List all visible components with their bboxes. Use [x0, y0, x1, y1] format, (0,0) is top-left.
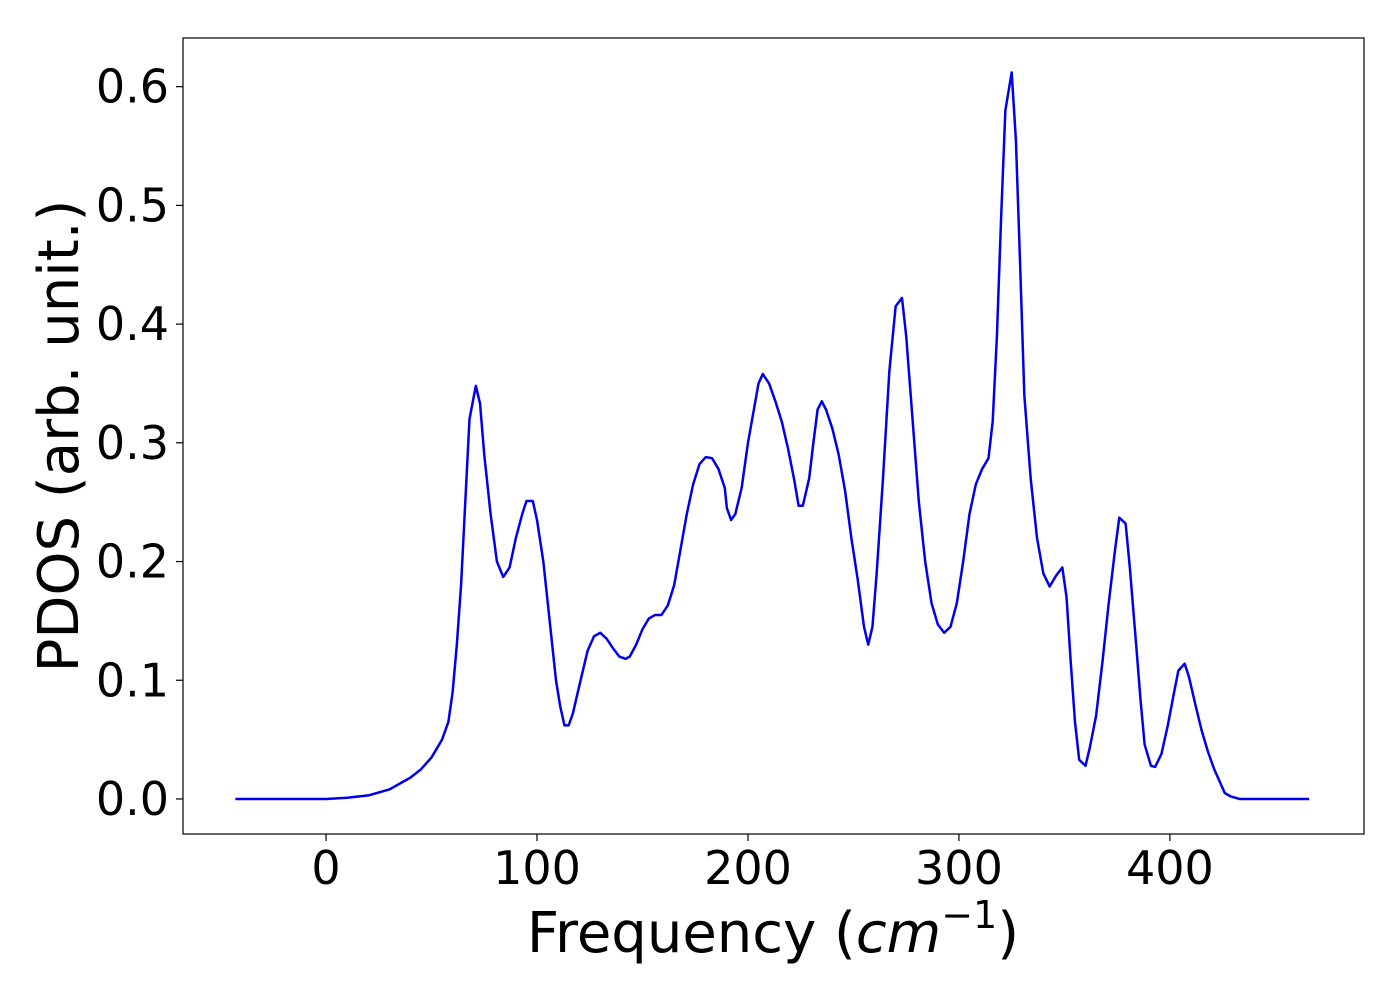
- y-tick-label: 0.0: [96, 772, 169, 826]
- y-tick-label: 0.3: [96, 416, 169, 470]
- y-tick-label: 0.1: [96, 653, 169, 707]
- x-label-part: Frequency (: [527, 901, 856, 966]
- x-tick-label: 300: [915, 841, 1003, 895]
- y-tick-label: 0.5: [96, 178, 169, 232]
- pdos-line: [235, 71, 1310, 801]
- x-label-part: cm: [856, 901, 941, 966]
- x-tick-label: 400: [1126, 841, 1214, 895]
- x-tick-label: 200: [704, 841, 792, 895]
- y-tick-label: 0.6: [96, 60, 169, 114]
- x-tick-label: 0: [311, 841, 340, 895]
- x-tick-label: 100: [493, 841, 581, 895]
- x-label-part: ): [997, 901, 1019, 966]
- y-tick-label: 0.2: [96, 535, 169, 589]
- y-axis-label: PDOS (arb. unit.): [27, 200, 92, 673]
- plot-frame: [182, 37, 1365, 835]
- x-label-part: −1: [941, 893, 997, 937]
- y-tick-label: 0.4: [96, 297, 169, 351]
- x-axis-label: Frequency (cm−1): [527, 893, 1019, 966]
